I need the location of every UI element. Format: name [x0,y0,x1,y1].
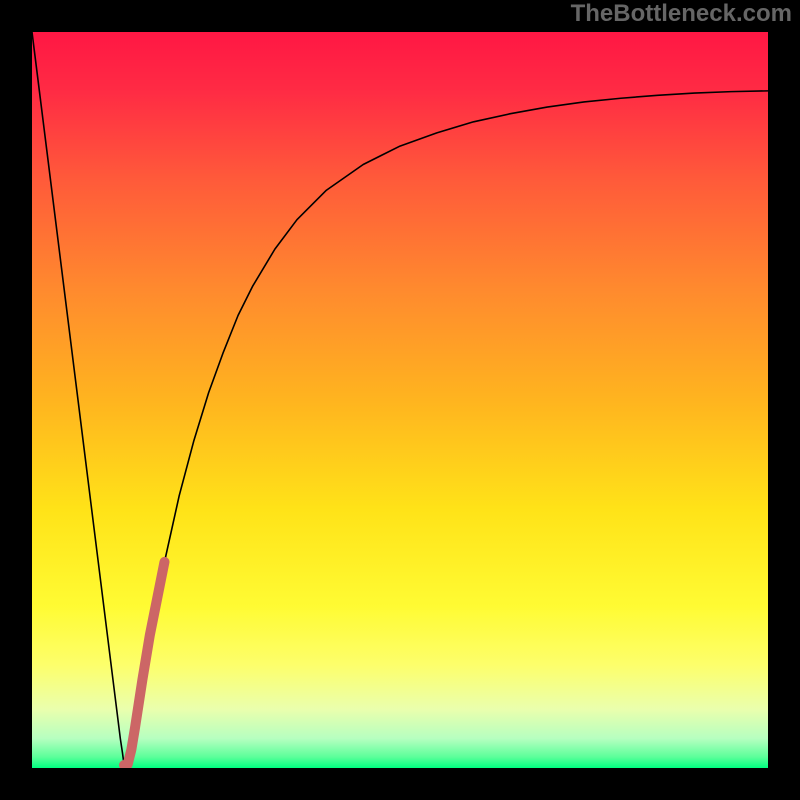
plot-area [32,32,768,768]
chart-svg [32,32,768,768]
highlight-segment [124,562,164,768]
watermark-text: TheBottleneck.com [571,0,792,28]
chart-root: TheBottleneck.com [0,0,800,800]
